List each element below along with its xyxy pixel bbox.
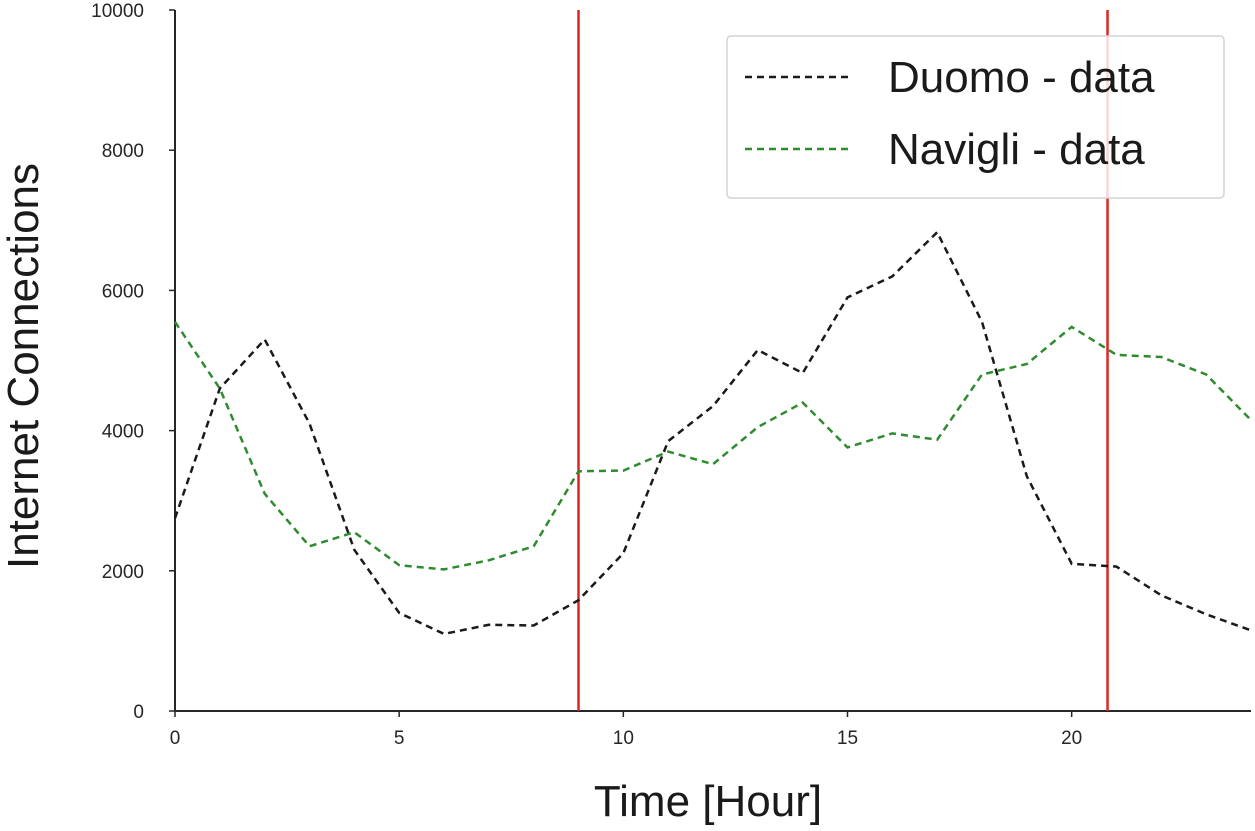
y-tick-label: 4000 <box>102 422 144 443</box>
legend: Duomo - data Navigli - data <box>726 35 1225 199</box>
y-ticks: 0 2000 4000 6000 8000 10000 <box>91 1 175 723</box>
legend-entries: Duomo - data Navigli - data <box>745 53 1155 174</box>
x-tick-label: 0 <box>170 728 181 749</box>
legend-frame <box>726 35 1225 199</box>
x-axis-title: Time [Hour] <box>594 777 822 826</box>
y-tick-label: 0 <box>133 702 144 723</box>
x-tick-label: 15 <box>837 728 858 749</box>
legend-label: Navigli - data <box>888 125 1145 174</box>
y-tick-label: 8000 <box>102 141 144 162</box>
x-ticks: 0 5 10 15 20 <box>170 711 1082 749</box>
y-axis-title: Internet Connections <box>0 163 48 569</box>
y-tick-label: 6000 <box>102 281 144 302</box>
x-tick-label: 20 <box>1061 728 1082 749</box>
series-group <box>173 230 1252 636</box>
x-tick-label: 5 <box>394 728 405 749</box>
series-line-navigli <box>173 321 1252 571</box>
y-tick-label: 2000 <box>102 562 144 583</box>
y-tick-label: 10000 <box>91 1 144 22</box>
legend-label: Duomo - data <box>888 53 1155 102</box>
series-line-duomo <box>173 230 1252 636</box>
x-tick-label: 10 <box>613 728 634 749</box>
